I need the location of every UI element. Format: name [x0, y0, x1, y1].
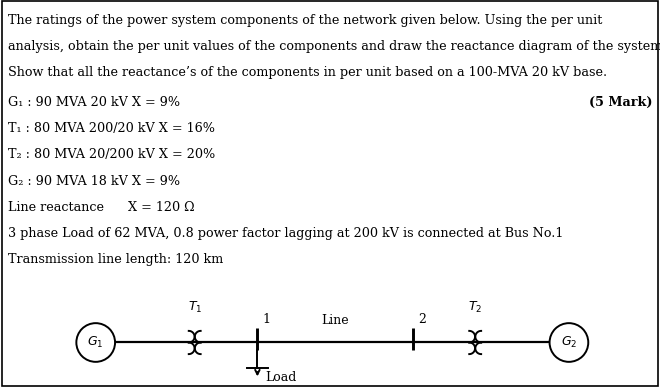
Text: $T_2$: $T_2$	[468, 300, 482, 315]
Text: analysis, obtain the per unit values of the components and draw the reactance di: analysis, obtain the per unit values of …	[8, 40, 660, 53]
Text: Show that all the reactance’s of the components in per unit based on a 100-MVA 2: Show that all the reactance’s of the com…	[8, 66, 607, 79]
Text: G₂ : 90 MVA 18 kV X = 9%: G₂ : 90 MVA 18 kV X = 9%	[8, 175, 180, 188]
Text: $G_2$: $G_2$	[561, 335, 577, 350]
Text: Transmission line length: 120 km: Transmission line length: 120 km	[8, 253, 223, 267]
Text: 2: 2	[418, 313, 426, 326]
Text: The ratings of the power system components of the network given below. Using the: The ratings of the power system componen…	[8, 14, 603, 27]
Text: $T_1$: $T_1$	[187, 300, 202, 315]
Text: G₁ : 90 MVA 20 kV X = 9%: G₁ : 90 MVA 20 kV X = 9%	[8, 96, 180, 109]
Text: T₂ : 80 MVA 20/200 kV X = 20%: T₂ : 80 MVA 20/200 kV X = 20%	[8, 148, 215, 161]
Text: Line: Line	[321, 314, 348, 327]
Text: $G_1$: $G_1$	[88, 335, 104, 350]
Text: Load: Load	[265, 371, 297, 384]
Text: 1: 1	[263, 313, 271, 326]
Text: (5 Mark): (5 Mark)	[589, 96, 652, 109]
Text: 3 phase Load of 62 MVA, 0.8 power factor lagging at 200 kV is connected at Bus N: 3 phase Load of 62 MVA, 0.8 power factor…	[8, 227, 563, 240]
Text: Line reactance      X = 120 Ω: Line reactance X = 120 Ω	[8, 201, 195, 214]
Text: T₁ : 80 MVA 200/20 kV X = 16%: T₁ : 80 MVA 200/20 kV X = 16%	[8, 122, 215, 135]
